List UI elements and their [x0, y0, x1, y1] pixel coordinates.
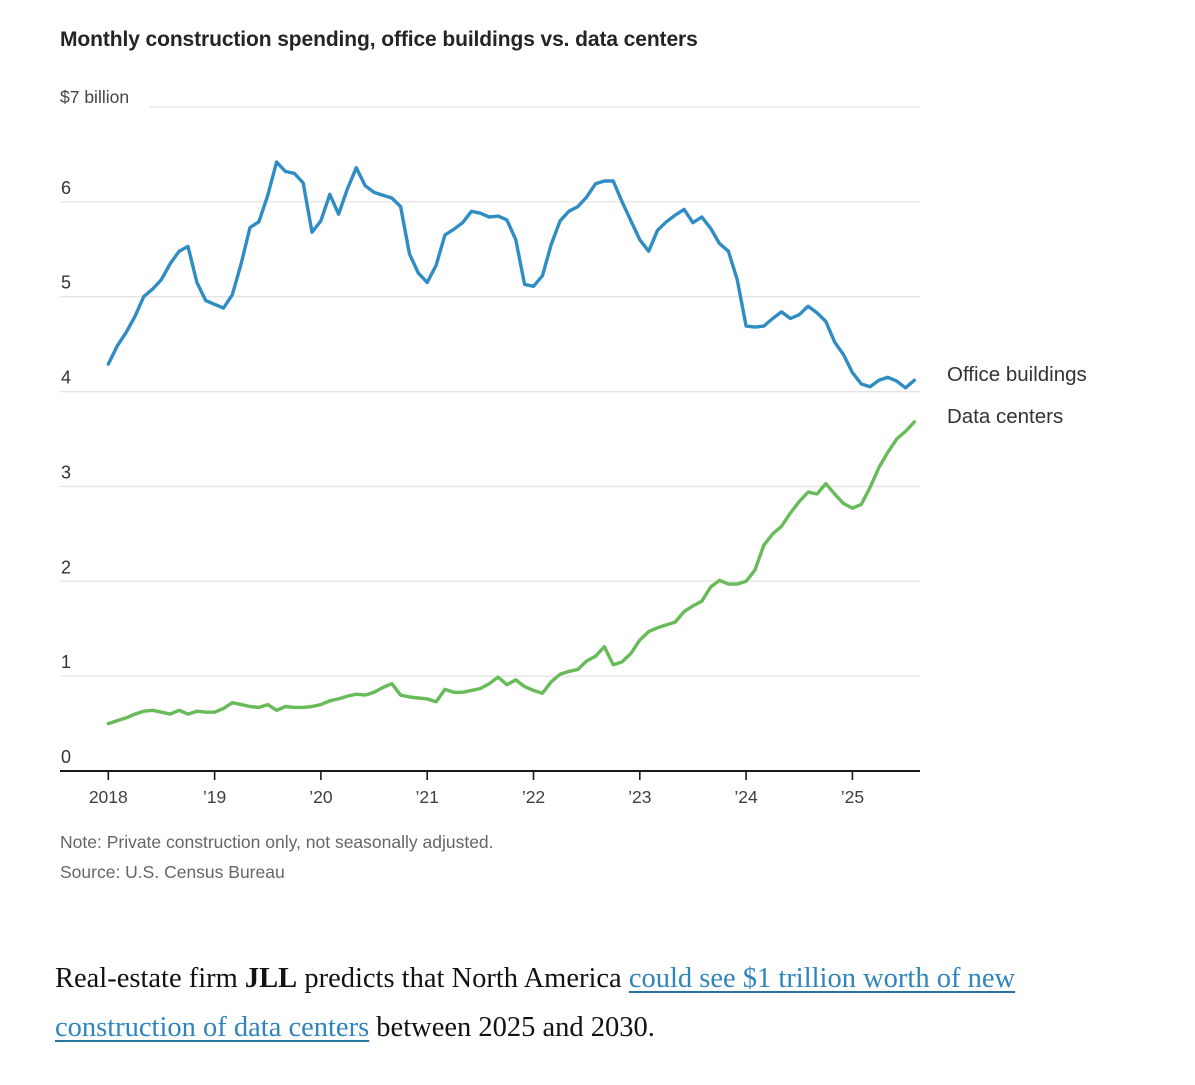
body-paragraph: Real-estate firm JLL predicts that North… [55, 954, 1145, 1052]
office-buildings-line [106, 160, 917, 390]
legend-data-centers: Data centers [947, 405, 1064, 428]
y-tick-label: 6 [61, 178, 71, 198]
y-axis-unit-label: $7 billion [60, 87, 130, 107]
legend-office-buildings: Office buildings [947, 363, 1087, 386]
paragraph-text: between 2025 and 2030. [369, 1012, 655, 1043]
y-tick-label: 2 [61, 557, 71, 577]
x-tick-label: ’20 [309, 787, 333, 807]
y-tick-label: 3 [61, 462, 71, 482]
chart-note: Note: Private construction only, not sea… [60, 832, 494, 852]
paragraph-text: Real-estate firm [55, 963, 245, 994]
x-tick-label: ’21 [416, 787, 439, 807]
x-tick-label: 2018 [89, 787, 128, 807]
x-tick-label: ’22 [522, 787, 545, 807]
y-tick-label: 5 [61, 273, 71, 293]
paragraph-text: predicts that North America [297, 963, 629, 994]
paragraph-link-data-centers[interactable]: could see $1 trillion worth of new const… [55, 963, 1016, 1043]
y-tick-label: 1 [61, 652, 71, 672]
x-tick-label: ’25 [841, 787, 864, 807]
y-tick-label: 0 [61, 747, 71, 767]
chart-source: Source: U.S. Census Bureau [60, 862, 285, 882]
data-centers-line [106, 420, 917, 726]
x-tick-label: ’19 [203, 787, 226, 807]
x-tick-label: ’23 [628, 787, 651, 807]
x-tick-label: ’24 [734, 787, 758, 807]
paragraph-bold-jll: JLL [244, 963, 298, 994]
line-chart: 6 5 4 3 2 1 0 2018 ’19 ’20 ’21 ’22 ’23 ’24 ’25 [60, 106, 920, 807]
chart-title: Monthly construction spending, office bu… [60, 28, 698, 51]
y-tick-label: 4 [61, 368, 71, 388]
